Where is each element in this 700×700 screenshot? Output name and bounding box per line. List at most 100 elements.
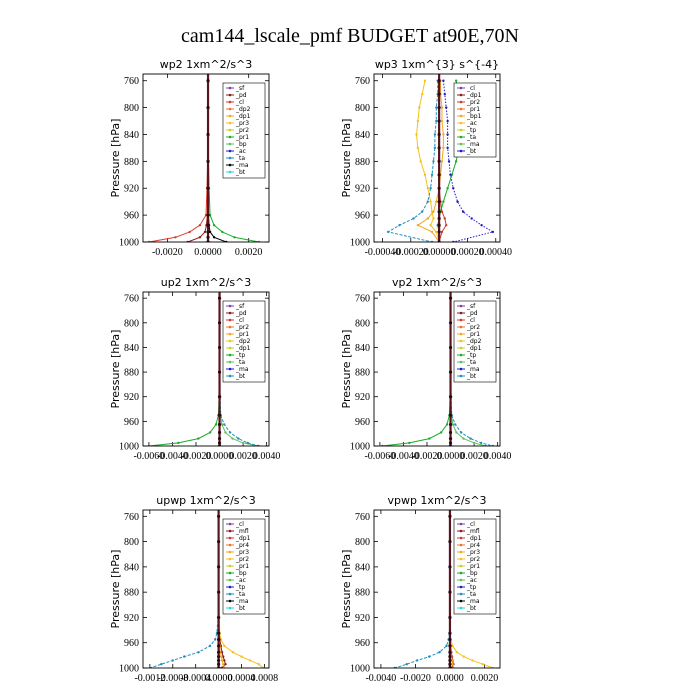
zero-marker — [206, 186, 210, 190]
zero-marker — [217, 615, 221, 620]
series-point-pr1 — [220, 655, 223, 658]
series-point-ta — [435, 119, 438, 123]
series-point-ta — [228, 431, 232, 434]
legend-label: _pr1 — [235, 134, 249, 141]
zero-marker — [217, 430, 222, 435]
legend-marker — [459, 578, 463, 582]
legend-marker — [228, 332, 232, 336]
legend-label: _cl — [235, 99, 244, 106]
series-line-dp1 — [149, 80, 209, 242]
series-point-ac — [442, 200, 445, 203]
zero-marker — [217, 422, 222, 427]
legend-label: _pr1 — [235, 331, 249, 338]
panels: wp2 1xm^2/s^3 Pressure [hPa] 760 800 840 880 9… — [109, 58, 512, 684]
legend-marker — [228, 170, 232, 174]
legend-label: _dp1 — [466, 92, 482, 99]
legend-marker — [459, 353, 463, 357]
zero-marker — [437, 173, 441, 177]
legend-label: _pr1 — [235, 563, 249, 570]
zero-marker — [217, 514, 221, 518]
legend-label: _sf — [235, 85, 245, 92]
x-tick-label: -0.0008 — [157, 673, 188, 684]
y-tick-label: 800 — [124, 537, 139, 548]
series-point-dp1 — [445, 423, 449, 426]
series-point-ta — [420, 210, 424, 213]
series-point-tp — [480, 224, 483, 227]
legend-marker — [459, 128, 463, 132]
zero-marker — [448, 662, 452, 666]
legend: _cl_mfl_dp1_pr4_pr3_pr2_pr1_bp_ac_tp_ta_… — [222, 518, 266, 615]
legend-marker — [228, 114, 232, 118]
legend-label: _bt — [235, 605, 246, 612]
legend-marker — [228, 360, 232, 364]
legend-marker — [459, 564, 463, 568]
series-line-ta — [394, 516, 451, 668]
y-tick-label: 760 — [355, 76, 370, 87]
legend-label: _pd — [466, 310, 478, 317]
plot-area — [381, 292, 495, 446]
plot-frame — [373, 509, 501, 669]
x-tick-label: 0.0004 — [228, 673, 256, 684]
series-point-dp1 — [428, 437, 431, 440]
series-point-dp2 — [451, 423, 455, 426]
x-tick-label: 0.0000 — [205, 673, 233, 684]
series-point-pr1 — [451, 663, 454, 666]
legend-label: _pr4 — [235, 542, 249, 549]
series-line-ta — [149, 516, 220, 668]
legend-label: _ac — [466, 577, 477, 584]
legend-label: _pr3 — [235, 120, 249, 127]
zero-marker — [448, 658, 452, 663]
y-tick-label: 920 — [124, 184, 139, 195]
series-point-tp — [443, 92, 446, 96]
legend-marker — [228, 564, 232, 568]
zero-marker — [437, 210, 441, 214]
series-point-pr1 — [435, 200, 438, 203]
zero-marker — [206, 79, 210, 83]
zero-marker — [448, 650, 452, 654]
legend-marker — [459, 311, 463, 315]
series-point-pr2 — [257, 663, 260, 666]
series-point-pr2 — [248, 659, 252, 662]
series-point-ta — [433, 133, 437, 136]
plot-frame — [142, 291, 270, 447]
y-tick-label: 880 — [355, 157, 370, 168]
legend-label: _dp1 — [235, 113, 251, 120]
legend-marker — [459, 135, 463, 139]
legend-marker — [228, 339, 232, 343]
panel-2: wp3 1xm^{3} s^{-4} Pressure [hPa] 760 800 84… — [340, 58, 512, 258]
legend-label: _dp2 — [466, 338, 482, 345]
legend-marker — [228, 529, 232, 533]
series-point-dp1 — [197, 437, 200, 440]
legend-marker — [228, 571, 232, 575]
legend-marker — [228, 522, 232, 526]
series-point-ta — [426, 200, 429, 203]
series-line-dp1 — [148, 298, 221, 446]
legend-label: _dp1 — [235, 535, 251, 542]
y-axis-label: Pressure [hPa] — [109, 330, 122, 409]
legend-marker — [228, 325, 232, 329]
legend-label: _dp1 — [466, 345, 482, 352]
series-point-dp1 — [208, 431, 212, 434]
y-tick-label: 960 — [124, 417, 139, 428]
legend-label: _ma — [235, 366, 249, 373]
legend-marker — [228, 86, 232, 90]
legend-label: _tp — [466, 127, 476, 134]
y-tick-label: 1000 — [350, 664, 370, 675]
x-tick-label: -0.0020 — [152, 247, 183, 258]
y-tick-label: 880 — [124, 157, 139, 168]
legend-marker — [228, 592, 232, 596]
zero-marker — [448, 430, 453, 435]
series-line-ta — [386, 80, 439, 242]
figure-title: cam144_lscale_pmf BUDGET at90E,70N — [181, 25, 519, 47]
legend-marker — [459, 522, 463, 526]
x-tick-label: 0.0008 — [251, 673, 279, 684]
legend-marker — [228, 543, 232, 547]
zero-marker — [448, 370, 453, 374]
series-point-ta — [430, 173, 434, 176]
legend-marker — [459, 149, 463, 153]
series-point-ta — [428, 655, 431, 658]
legend-marker — [459, 332, 463, 336]
panel-title: vp2 1xm^2/s^3 — [392, 276, 482, 289]
legend-label: _pr3 — [466, 549, 480, 556]
legend-marker — [459, 585, 463, 589]
